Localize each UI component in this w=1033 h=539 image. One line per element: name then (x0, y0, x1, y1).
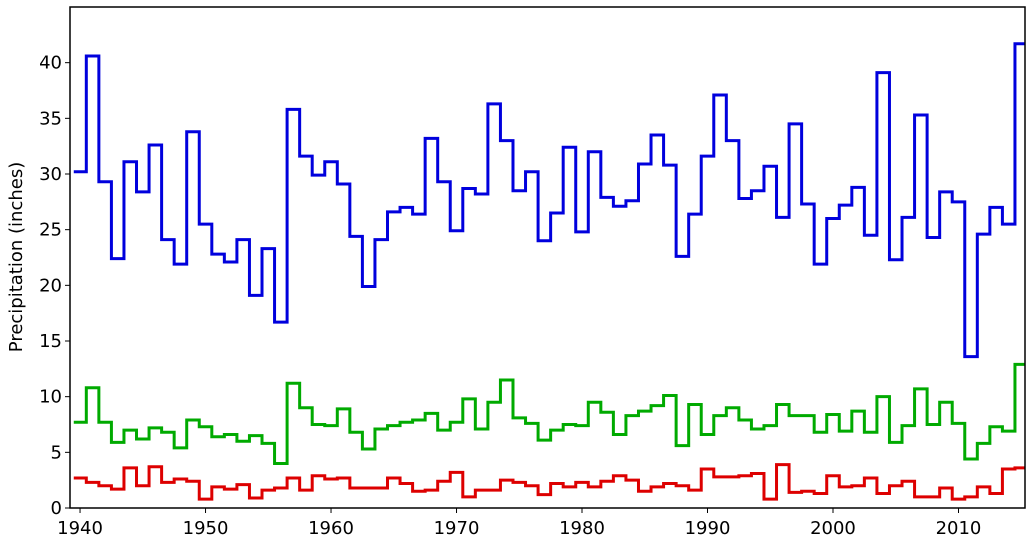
y-tick-label: 5 (51, 442, 62, 463)
x-tick-label: 1960 (308, 518, 354, 539)
y-tick-label: 15 (39, 331, 62, 352)
x-tick-label: 1970 (434, 518, 480, 539)
step-line (73, 362, 1025, 465)
y-tick-label: 10 (39, 387, 62, 408)
y-tick-label: 40 (39, 53, 62, 74)
y-tick-label: 20 (39, 275, 62, 296)
y-tick-label: 0 (51, 498, 62, 519)
x-tick-label: 2010 (936, 518, 982, 539)
y-tick-label: 35 (39, 108, 62, 129)
y-tick-label: 25 (39, 220, 62, 241)
x-tick-label: 1950 (183, 518, 229, 539)
x-tick-label: 2000 (810, 518, 856, 539)
step-line (73, 463, 1025, 501)
x-tick-label: 1990 (685, 518, 731, 539)
step-line (73, 42, 1025, 359)
x-tick-label: 1940 (57, 518, 103, 539)
plot-frame (69, 6, 1026, 509)
y-tick-label: 30 (39, 164, 62, 185)
x-tick-label: 1980 (559, 518, 605, 539)
y-axis-label: Precipitation (inches) (6, 162, 27, 352)
